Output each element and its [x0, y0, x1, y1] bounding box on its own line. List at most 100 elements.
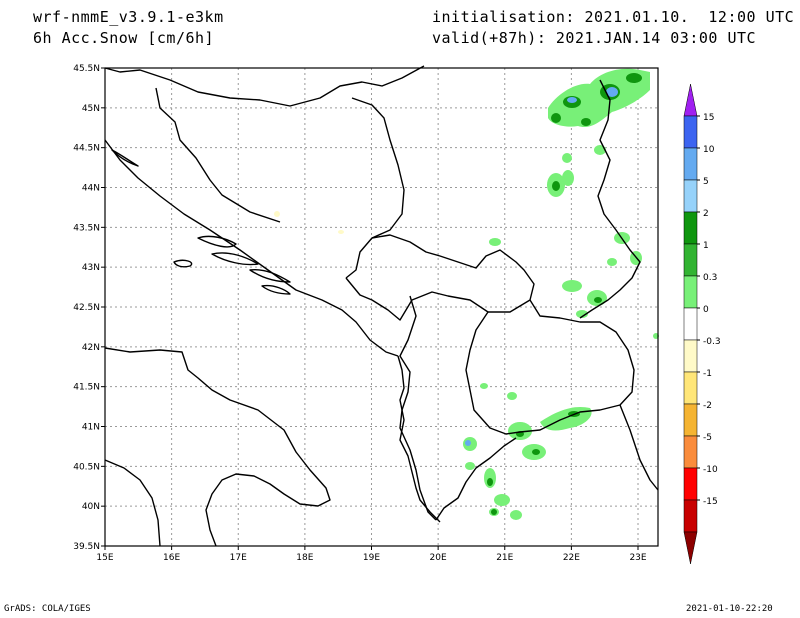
lat-tick-label: 39.5N [73, 542, 100, 552]
snow-patch [507, 392, 517, 400]
albania-east-border [399, 295, 437, 521]
italy-coast [104, 347, 331, 547]
lat-tick-label: 44N [82, 184, 100, 194]
snow-patch [562, 170, 574, 186]
drina-border [345, 97, 405, 279]
snow-patch [494, 494, 510, 506]
snow-max [567, 97, 577, 103]
serbia-kosovo-border [371, 234, 535, 313]
lat-tick-label: 41.5N [73, 383, 100, 393]
negative-patch [274, 211, 280, 217]
snow-core [594, 297, 602, 303]
colorbar-label: -0.3 [703, 337, 721, 347]
colorbar-segment [683, 467, 698, 501]
lon-tick-label: 20E [430, 553, 447, 563]
snow-patch [489, 238, 501, 246]
lat-tick-label: 44.5N [73, 144, 100, 154]
lat-tick-label: 40.5N [73, 462, 100, 472]
coastlines-borders [104, 65, 659, 547]
colorbar-segment [683, 403, 698, 437]
lat-tick-label: 42N [82, 343, 100, 353]
lat-tick-label: 41N [82, 423, 100, 433]
colorbar-segment [683, 147, 698, 181]
snow-patch [562, 280, 582, 292]
colorbar-label: 1 [703, 241, 709, 251]
colorbar-label: 5 [703, 177, 709, 187]
greece-border [435, 437, 517, 521]
lat-tick-label: 42.5N [73, 303, 100, 313]
colorbar-label: 0 [703, 305, 709, 315]
croatia-island [261, 284, 291, 295]
snow-patch [540, 406, 592, 431]
north-border [104, 65, 425, 107]
map-grid [105, 68, 658, 546]
lat-tick-label: 43N [82, 263, 100, 273]
lon-tick-label: 15E [96, 553, 113, 563]
lat-tick-label: 45.5N [73, 64, 100, 74]
lon-tick-label: 21E [496, 553, 513, 563]
grads-credit: GrADS: COLA/IGES [4, 604, 91, 614]
plot-timestamp: 2021-01-10-22:20 [686, 604, 773, 614]
snow-core [532, 449, 540, 455]
macedonia-border [465, 299, 635, 435]
lat-tick-label: 45N [82, 104, 100, 114]
colorbar-label: 15 [703, 113, 714, 123]
snow-core [626, 73, 642, 83]
lat-tick-label: 40N [82, 502, 100, 512]
albania-coast [397, 355, 441, 523]
colorbar-label: -1 [703, 369, 712, 379]
snow-patch [607, 258, 617, 266]
adriatic-coast [104, 139, 399, 357]
snow-max [465, 440, 471, 446]
colorbar-segment [683, 275, 698, 309]
colorbar-top-arrow [683, 83, 698, 117]
field-title: 6h Acc.Snow [cm/6h] [33, 29, 215, 47]
lon-tick-label: 19E [363, 553, 380, 563]
italy-heel [104, 459, 161, 547]
colorbar-segment [683, 371, 698, 405]
croatia-island [249, 268, 291, 283]
map-axes: 15E 16E 17E 18E 19E 20E 21E 22E 23E 39.5N 40N 40.5N… [73, 64, 647, 563]
colorbar-segment [683, 307, 698, 341]
lon-tick-label: 22E [563, 553, 580, 563]
colorbar-segment [683, 115, 698, 149]
snow-patch [480, 383, 488, 389]
lon-tick-label: 17E [230, 553, 247, 563]
colorbar-label: 2 [703, 209, 709, 219]
snow-patch [465, 462, 475, 470]
colorbar-segment [683, 211, 698, 245]
init-time: initialisation: 2021.01.10. 12:00 UTC [432, 8, 795, 26]
snow-core [552, 181, 560, 191]
croatia-island [211, 252, 259, 266]
snow-core [581, 118, 591, 126]
colorbar-label: -2 [703, 401, 712, 411]
bulgaria-border [579, 79, 641, 319]
montenegro-border [345, 277, 489, 321]
valid-time: valid(+87h): 2021.JAN.14 03:00 UTC [432, 29, 757, 47]
snow-patch-ne [548, 68, 650, 128]
greece-coast [619, 404, 659, 491]
croatia-island [197, 235, 237, 248]
snow-patch [562, 153, 572, 163]
colorbar-label: -5 [703, 433, 712, 443]
negative-patch [338, 230, 344, 234]
colorbar-label: 10 [703, 145, 715, 155]
model-title: wrf-nmmE_v3.9.1-e3km [33, 8, 224, 26]
croatia-island [173, 259, 193, 268]
lon-tick-label: 16E [163, 553, 180, 563]
colorbar-segment [683, 243, 698, 277]
colorbar-segment [683, 179, 698, 213]
colorbar-segment [683, 435, 698, 469]
colorbar-label: -10 [703, 465, 718, 475]
bosnia-north-border [155, 87, 281, 223]
snow-patch [576, 310, 588, 318]
colorbar-label: -15 [703, 497, 718, 507]
colorbar-legend: 15 10 5 2 1 0.3 0 -0.3 -1 -2 -5 -10 -15 [683, 83, 721, 565]
colorbar-segment [683, 499, 698, 533]
snow-patch [594, 145, 606, 155]
snow-core [491, 509, 497, 515]
lat-tick-label: 43.5N [73, 223, 100, 233]
colorbar-bottom-arrow [683, 531, 698, 565]
lon-tick-label: 18E [296, 553, 313, 563]
